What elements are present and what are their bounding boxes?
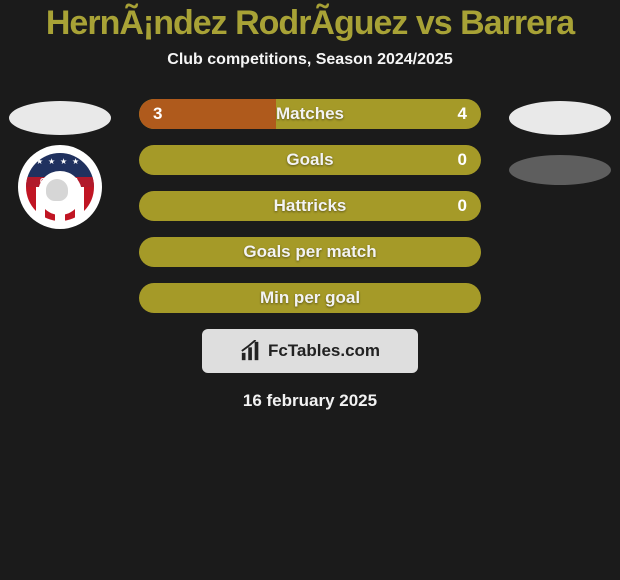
badge-lion-icon [38,171,82,215]
stat-bar-matches-right-value: 4 [458,99,467,129]
page-title: HernÃ¡ndez RodrÃ­guez vs Barrera [0,0,620,43]
right-player-column [500,99,620,185]
stat-bar-mpg-label: Min per goal [139,283,481,313]
left-player-column: ★ ★ ★ ★ OLIMPIA [0,99,120,229]
left-player-photo-placeholder [9,101,111,135]
stat-bar-hattricks: Hattricks0 [139,191,481,221]
fctables-logo: FcTables.com [202,329,418,373]
right-player-photo-placeholder [509,101,611,135]
stat-bar-gpm-label: Goals per match [139,237,481,267]
stat-bars: Matches34Goals0Hattricks0Goals per match… [139,99,481,313]
date: 16 february 2025 [0,391,620,411]
right-club-placeholder [509,155,611,185]
stat-bar-hattricks-label: Hattricks [139,191,481,221]
stat-bar-hattricks-right-value: 0 [458,191,467,221]
stat-bar-goals-label: Goals [139,145,481,175]
subtitle: Club competitions, Season 2024/2025 [0,51,620,69]
stat-bar-matches-label: Matches [139,99,481,129]
stat-bar-matches-left-value: 3 [153,99,162,129]
stat-bar-mpg: Min per goal [139,283,481,313]
stat-bar-matches: Matches3 4 [139,99,481,129]
comparison-area: ★ ★ ★ ★ OLIMPIA Matches34Goals0Hattricks… [0,99,620,411]
bars-icon [240,340,262,362]
left-club-badge: ★ ★ ★ ★ OLIMPIA [18,145,102,229]
stat-bar-gpm: Goals per match [139,237,481,267]
fctables-logo-text: FcTables.com [268,341,380,361]
stat-bar-goals-right-value: 0 [458,145,467,175]
stat-bar-goals: Goals0 [139,145,481,175]
